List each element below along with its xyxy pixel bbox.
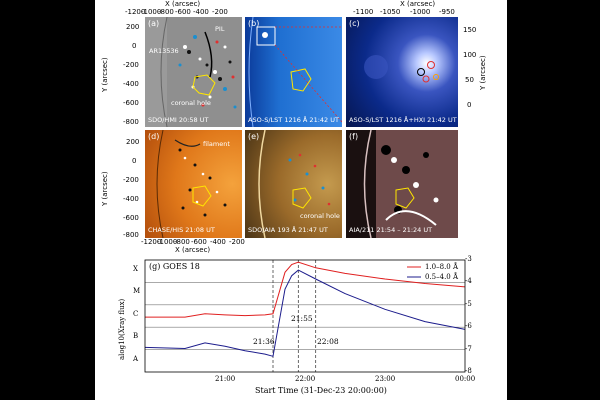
top-axis-label: X (arcsec) <box>165 0 201 8</box>
figure-sheet: X (arcsec) -1200 -1000 -800 -600 -400 -2… <box>95 0 507 400</box>
panel-b-caption: ASO-S/LST 1216 Å 21:42 UT <box>248 116 339 124</box>
y-tick-c: 50 <box>465 76 474 84</box>
goes-left-tick: -7 <box>465 344 472 353</box>
y-tick-c: 0 <box>467 101 472 109</box>
goes-class-label: M <box>133 287 141 296</box>
bottom-tick: -800 <box>174 238 190 246</box>
goes-x-tick: 22:00 <box>295 375 316 383</box>
marker-2155: 21:55 <box>291 314 313 323</box>
legend-short: 0.5–4.0 Å <box>425 273 459 281</box>
legend-long: 1.0–8.0 Å <box>425 263 459 271</box>
goes-class-label: B <box>133 332 139 341</box>
panel-f-aia211: (f) AIA/211 21:54 – 21:24 UT <box>346 130 458 238</box>
goes-x-tick: 23:00 <box>375 375 396 383</box>
panel-a-caption: SDO/HMI 20:58 UT <box>148 116 209 124</box>
top-tick-c: -1050 <box>380 8 401 16</box>
bottom-axis-label: X (arcsec) <box>175 246 211 254</box>
y-tick: 200 <box>126 138 140 146</box>
goes-series-line-0 <box>145 261 466 318</box>
y-tick: -800 <box>123 118 139 126</box>
panel-c-lst-hxi: (c) ASO-S/LST 1216 Å+HXI 21:42 UT <box>346 17 458 127</box>
y-axis-label-top: Y (arcsec) <box>101 57 109 92</box>
panel-b-letter: (b) <box>248 19 260 28</box>
y-tick: 0 <box>132 157 137 165</box>
goes-xlabel: Start Time (31-Dec-23 20:00:00) <box>255 386 387 395</box>
goes-left-tick: -8 <box>465 367 472 375</box>
label-pil: PIL <box>215 25 225 33</box>
panel-e-aia193: (e) coronal hole SDO/AIA 193 Å 21:47 UT <box>245 130 342 238</box>
goes-class-label: X <box>133 265 138 273</box>
y-axis-label-bottom: Y (arcsec) <box>101 171 109 206</box>
panel-c-caption: ASO-S/LST 1216 Å+HXI 21:42 UT <box>349 116 457 124</box>
goes-plot <box>144 259 466 373</box>
goes-x-tick: 21:00 <box>215 375 236 383</box>
top-tick: -1200 <box>125 8 146 16</box>
top-tick-c: -950 <box>439 8 455 16</box>
y-tick: -200 <box>123 176 139 184</box>
marker-2136: 21:36 <box>253 337 275 346</box>
goes-left-tick: -6 <box>465 322 472 331</box>
marker-2208: 22:08 <box>317 337 339 346</box>
top-tick: -1000 <box>141 8 162 16</box>
y-tick: 200 <box>126 23 140 31</box>
goes-left-tick: -5 <box>465 299 472 308</box>
top-axis-label-c: X (arcsec) <box>400 0 436 8</box>
bottom-tick: -1000 <box>157 238 178 246</box>
goes-left-tick: -3 <box>465 255 472 263</box>
label-coronal-hole-a: coronal hole <box>171 99 211 107</box>
panel-d-letter: (d) <box>148 132 160 141</box>
label-ar: AR13536 <box>149 47 179 55</box>
goes-class-label: A <box>133 354 139 363</box>
panel-a-hmi: (a) AR13536 PIL coronal hole SDO/HMI 20:… <box>145 17 242 127</box>
y-tick: -200 <box>123 61 139 69</box>
top-tick: -800 <box>158 8 174 16</box>
y-axis-label-c: Y (arcsec) <box>479 55 487 90</box>
panel-c-letter: (c) <box>349 19 360 28</box>
top-tick: -400 <box>193 8 209 16</box>
y-tick: -400 <box>123 195 139 203</box>
panel-f-letter: (f) <box>349 132 359 141</box>
y-tick: 0 <box>132 42 137 50</box>
panel-d-chase: (d) filament CHASE/HIS 21:08 UT <box>145 130 242 238</box>
y-tick-c: 100 <box>463 51 477 59</box>
top-tick-c: -1000 <box>410 8 431 16</box>
y-tick-c: 150 <box>463 26 477 34</box>
y-tick: -800 <box>123 231 139 239</box>
goes-x-tick: 00:00 <box>455 375 476 383</box>
top-tick: -200 <box>212 8 228 16</box>
top-tick: -600 <box>175 8 191 16</box>
panel-b-lst: (b) ASO-S/LST 1216 Å 21:42 UT <box>245 17 342 127</box>
goes-left-tick: -4 <box>465 277 472 286</box>
panel-e-caption: SDO/AIA 193 Å 21:47 UT <box>248 226 328 234</box>
bottom-tick: -400 <box>210 238 226 246</box>
goes-series-line-1 <box>144 269 466 357</box>
label-filament: filament <box>203 140 230 148</box>
bottom-tick: -1200 <box>141 238 162 246</box>
top-tick-c: -1100 <box>353 8 374 16</box>
y-tick: -600 <box>123 99 139 107</box>
panel-d-caption: CHASE/HIS 21:08 UT <box>148 226 215 234</box>
goes-class-label: C <box>133 309 139 318</box>
goes-title: (g) GOES 18 <box>149 262 200 271</box>
goes-ylabel: alog10(Xray flux) <box>118 298 126 360</box>
panel-a-letter: (a) <box>148 19 160 28</box>
y-tick: -400 <box>123 80 139 88</box>
bottom-tick: -200 <box>229 238 245 246</box>
bottom-tick: -600 <box>191 238 207 246</box>
label-coronal-hole-e: coronal hole <box>300 212 340 220</box>
y-tick: -600 <box>123 214 139 222</box>
panel-f-caption: AIA/211 21:54 – 21:24 UT <box>349 226 433 234</box>
panel-e-letter: (e) <box>248 132 260 141</box>
